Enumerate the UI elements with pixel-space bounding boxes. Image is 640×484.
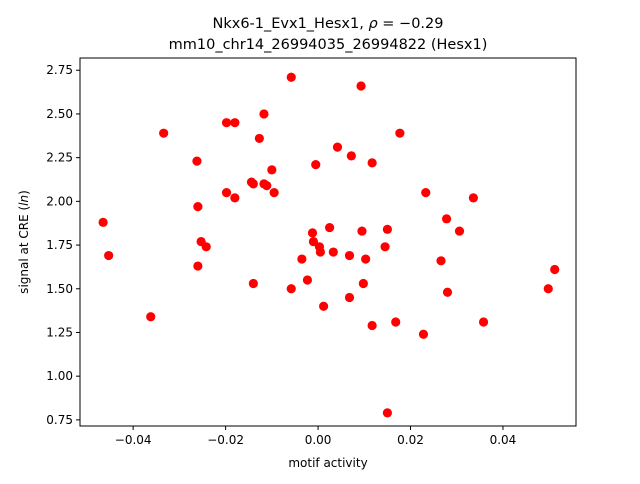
data-point-45 [380,242,390,252]
data-point-31 [315,247,325,257]
data-point-15 [248,179,258,189]
data-point-37 [344,292,355,303]
x-axis-label: motif activity [288,456,367,470]
data-point-27 [307,228,318,238]
data-point-56 [468,193,478,203]
data-point-11 [221,188,232,198]
data-point-43 [367,158,377,168]
data-point-18 [259,109,269,119]
plot-area [79,57,577,427]
data-point-6 [193,201,203,212]
data-point-13 [230,193,240,203]
data-point-4 [159,128,169,138]
data-point-21 [267,165,277,175]
data-point-1 [98,217,108,227]
data-point-22 [269,188,279,198]
data-point-9 [201,242,211,252]
y-tick-label: 1.25 [46,325,73,339]
y-tick-label: 2.75 [46,63,73,77]
data-point-40 [357,226,367,236]
data-point-47 [382,408,392,418]
x-tick-label: 0.02 [397,433,424,447]
data-point-16 [248,278,258,289]
data-point-35 [332,142,343,152]
data-point-3 [146,312,156,322]
data-point-20 [262,181,272,191]
x-tick-label: 0.00 [305,433,332,447]
data-point-54 [442,287,453,297]
data-point-7 [193,261,203,271]
x-tick-label: −0.02 [207,433,244,447]
data-point-38 [346,151,356,161]
data-point-12 [230,118,240,128]
data-point-33 [325,222,335,233]
data-point-23 [286,72,296,82]
y-axis-ticks: 0.75 1.00 1.25 1.50 1.75 2.00 2.25 2.50 2.75 [46,63,80,427]
data-point-57 [478,317,489,327]
data-point-24 [286,284,296,294]
data-point-10 [221,118,232,128]
x-tick-label: −0.04 [115,433,152,447]
data-point-32 [319,301,329,311]
y-axis-label: signal at CRE (ln) [17,190,31,294]
y-tick-label: 2.50 [46,107,73,121]
x-axis-ticks: −0.04 −0.02 0.00 0.02 0.04 [115,426,517,447]
data-point-46 [382,224,392,234]
x-tick-label: 0.04 [490,433,517,447]
y-tick-label: 2.25 [46,151,73,165]
data-points [98,72,560,418]
data-point-52 [436,256,446,266]
y-tick-label: 1.75 [46,238,73,252]
data-point-25 [297,254,307,264]
data-point-42 [361,254,371,264]
data-point-2 [104,250,114,261]
data-point-41 [358,278,368,289]
data-point-28 [308,236,319,247]
y-tick-label: 1.00 [46,369,73,383]
data-point-50 [418,329,429,339]
y-tick-label: 1.50 [46,282,73,296]
data-point-36 [344,250,355,261]
axes-frame [79,57,577,427]
data-point-58 [543,284,553,294]
data-point-48 [391,317,401,327]
y-tick-label: 0.75 [46,413,73,427]
data-point-17 [254,133,264,144]
data-point-55 [454,226,465,236]
y-tick-label: 2.00 [46,194,73,208]
data-point-44 [367,320,377,331]
data-point-5 [192,156,202,166]
data-point-53 [441,214,452,224]
chart-title-line2: mm10_chr14_26994035_26994822 (Hesx1) [169,37,488,53]
data-point-29 [311,160,321,170]
data-point-49 [395,128,405,138]
data-point-26 [302,275,313,285]
chart-title-line1: Nkx6-1_Evx1_Hesx1, ρ = −0.29 [213,16,444,32]
data-point-51 [421,188,431,198]
data-point-39 [356,81,366,91]
data-point-59 [550,264,560,275]
data-point-34 [328,247,338,257]
